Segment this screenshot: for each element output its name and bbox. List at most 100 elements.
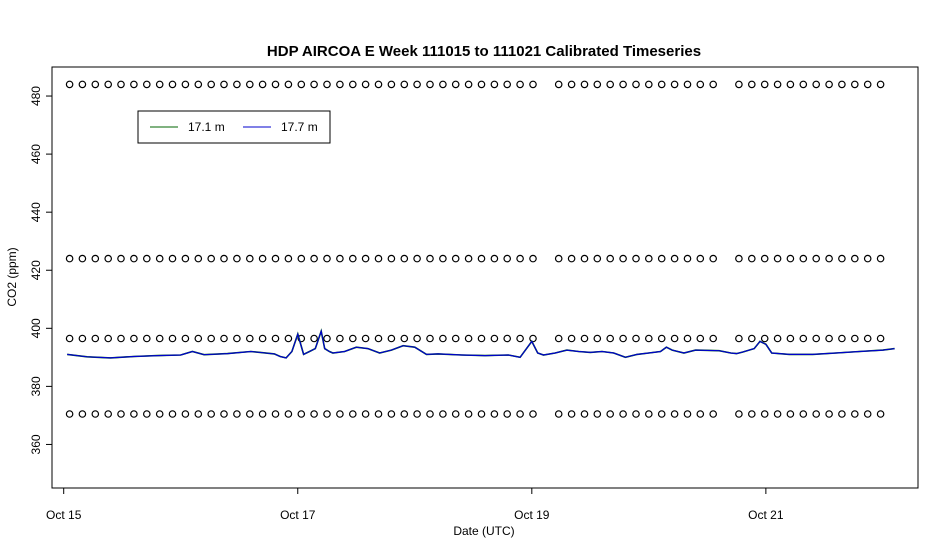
calibration-point: [567, 80, 576, 89]
calibration-point: [323, 254, 331, 263]
y-axis-label: CO2 (ppm): [5, 247, 19, 306]
calibration-point: [271, 80, 280, 89]
calibration-point: [773, 334, 782, 343]
calibration-point: [477, 334, 486, 343]
calibration-point: [580, 334, 589, 343]
calibration-point: [503, 254, 512, 263]
legend: 17.1 m 17.7 m: [137, 110, 331, 144]
calibration-point: [104, 254, 113, 263]
calibration-point: [348, 410, 357, 418]
calibration-point: [78, 334, 87, 343]
calibration-point: [400, 254, 409, 263]
calibration-point: [374, 254, 383, 263]
calibration-point: [323, 334, 331, 343]
calibration-point: [361, 254, 370, 263]
calibration-point: [168, 410, 177, 418]
calibration-point: [464, 334, 473, 343]
calibration-point: [516, 254, 524, 263]
calibration-point: [657, 334, 666, 343]
calibration-point: [91, 254, 100, 263]
calibration-point: [155, 410, 164, 418]
calibration-point: [490, 410, 499, 418]
calibration-point: [735, 254, 743, 263]
calibration-point: [374, 410, 383, 418]
calibration-point: [747, 410, 756, 418]
calibration-point: [825, 334, 833, 343]
y-axis: 360 380 400 420 440 460 480: [29, 86, 52, 454]
calibration-point: [825, 80, 833, 89]
calibration-point: [233, 254, 241, 263]
calibration-point: [297, 80, 306, 89]
calibration-point: [876, 80, 885, 89]
calibration-point: [426, 254, 434, 263]
y-tick-label: 480: [29, 86, 43, 106]
calibration-point: [644, 80, 653, 89]
calibration-point: [181, 80, 190, 89]
calibration-point: [799, 80, 808, 89]
calibration-point: [657, 410, 666, 418]
calibration-point: [361, 410, 370, 418]
calibration-point: [709, 80, 718, 89]
calibration-point: [194, 410, 203, 418]
calibration-point: [850, 410, 859, 418]
calibration-point: [619, 410, 627, 418]
calibration-point: [284, 410, 293, 418]
calibration-point: [155, 80, 164, 89]
calibration-point: [297, 254, 306, 263]
calibration-point: [91, 80, 100, 89]
calibration-point: [246, 410, 254, 418]
calibration-point: [117, 334, 125, 343]
calibration-point: [181, 410, 190, 418]
calibration-point: [65, 334, 74, 343]
calibration-point: [91, 410, 100, 418]
calibration-point: [65, 254, 74, 263]
calibration-point: [413, 334, 421, 343]
x-axis-label: Date (UTC): [453, 524, 514, 538]
calibration-point: [361, 334, 370, 343]
calibration-point: [413, 254, 421, 263]
calibration-points: [65, 80, 885, 418]
calibration-point: [168, 334, 177, 343]
calibration-point: [863, 410, 872, 418]
calibration-point: [683, 334, 692, 343]
calibration-point: [529, 80, 537, 89]
calibration-point: [554, 254, 563, 263]
calibration-point: [181, 334, 190, 343]
calibration-point: [194, 334, 203, 343]
calibration-point: [657, 80, 666, 89]
calibration-point: [786, 254, 795, 263]
series-lines: [67, 328, 895, 359]
calibration-point: [683, 80, 692, 89]
calibration-point: [812, 410, 821, 418]
calibration-point: [348, 254, 357, 263]
calibration-point: [696, 254, 705, 263]
calibration-point: [567, 410, 576, 418]
calibration-point: [220, 254, 228, 263]
calibration-point: [451, 334, 460, 343]
calibration-point: [426, 410, 434, 418]
calibration-point: [632, 334, 640, 343]
calibration-point: [284, 80, 293, 89]
legend-label-17-7-m: 17.7 m: [281, 120, 318, 134]
calibration-point: [387, 334, 396, 343]
calibration-point: [850, 334, 859, 343]
calibration-point: [593, 334, 602, 343]
calibration-point: [439, 410, 447, 418]
calibration-point: [400, 80, 409, 89]
calibration-point: [220, 80, 228, 89]
calibration-point: [91, 334, 100, 343]
plot-area-frame: [51, 66, 919, 489]
calibration-point: [760, 334, 769, 343]
calibration-point: [464, 254, 473, 263]
calibration-point: [258, 334, 267, 343]
calibration-point: [786, 410, 795, 418]
calibration-point: [709, 254, 718, 263]
calibration-point: [258, 80, 267, 89]
calibration-point: [735, 410, 743, 418]
calibration-point: [336, 254, 344, 263]
calibration-point: [503, 334, 512, 343]
calibration-point: [709, 334, 718, 343]
calibration-point: [233, 80, 241, 89]
